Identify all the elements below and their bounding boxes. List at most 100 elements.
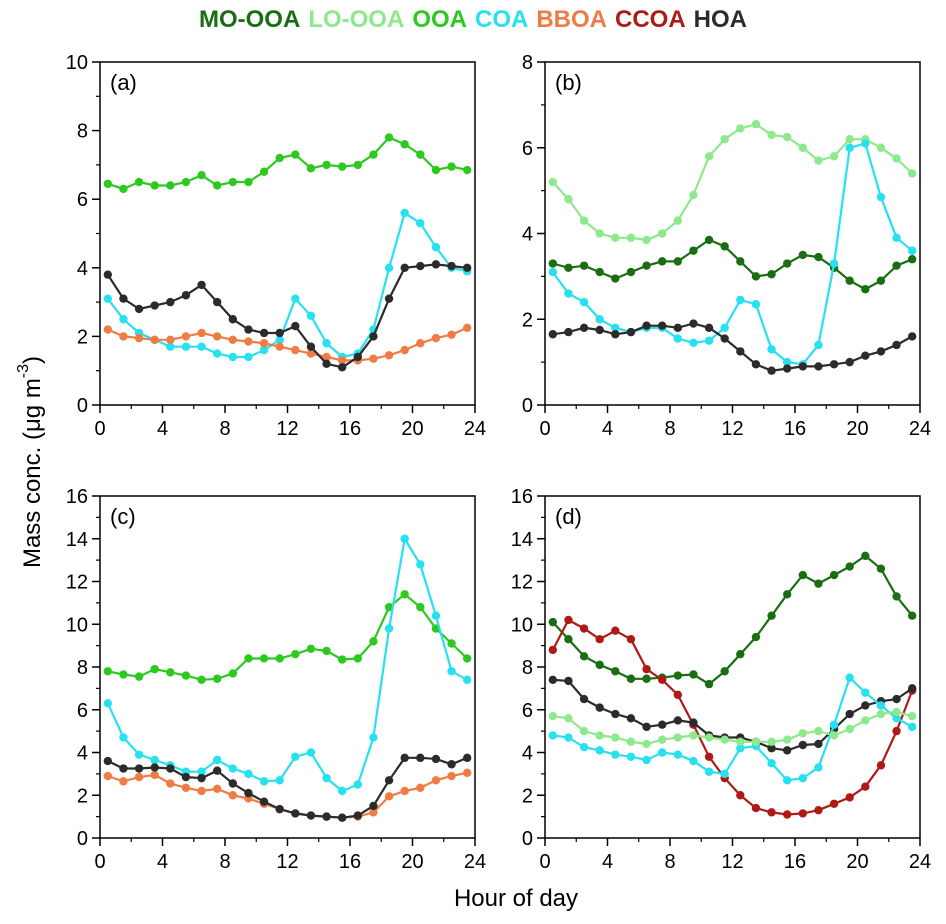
series-line xyxy=(551,123,913,242)
data-point xyxy=(579,216,589,225)
data-point xyxy=(907,722,917,732)
x-tick-label: 24 xyxy=(464,851,486,873)
x-tick-label: 0 xyxy=(539,851,550,873)
data-point xyxy=(353,811,363,820)
data-point xyxy=(228,352,238,362)
data-point xyxy=(767,744,776,753)
x-tick-label: 20 xyxy=(846,418,868,440)
data-point xyxy=(798,740,808,750)
data-point xyxy=(197,786,206,796)
plot-frame xyxy=(99,61,476,406)
data-point xyxy=(829,720,839,729)
series-bboa xyxy=(103,323,472,365)
y-tick-label: 0 xyxy=(77,395,88,417)
y-tick-label: 6 xyxy=(522,700,533,722)
data-point xyxy=(103,667,113,676)
data-point xyxy=(876,709,886,719)
data-point xyxy=(150,301,159,310)
data-point xyxy=(369,637,378,646)
data-point xyxy=(736,347,745,356)
data-point xyxy=(166,181,175,190)
y-tick-label: 2 xyxy=(522,309,533,331)
data-point xyxy=(259,777,269,786)
data-point xyxy=(829,360,839,369)
data-point xyxy=(384,133,394,142)
data-point xyxy=(447,261,456,271)
data-point xyxy=(212,297,222,307)
x-tick-label: 24 xyxy=(909,851,931,873)
y-tick-label: 10 xyxy=(66,614,88,636)
data-point xyxy=(228,669,238,678)
data-point xyxy=(166,335,175,345)
data-point xyxy=(611,233,620,242)
data-point xyxy=(291,150,300,159)
data-point xyxy=(720,242,729,251)
data-point xyxy=(384,263,394,272)
data-point xyxy=(579,323,589,333)
y-tick-label: 8 xyxy=(522,657,533,679)
data-point xyxy=(657,735,667,744)
data-point xyxy=(814,362,823,371)
data-point xyxy=(767,611,776,620)
data-point xyxy=(907,684,917,693)
data-point xyxy=(704,152,714,161)
data-point xyxy=(306,342,316,351)
data-point xyxy=(798,729,808,738)
data-point xyxy=(564,635,573,644)
data-point xyxy=(782,132,792,142)
data-point xyxy=(657,748,667,757)
data-point xyxy=(197,773,206,783)
data-point xyxy=(704,752,714,761)
data-point xyxy=(611,733,620,742)
data-point xyxy=(548,267,558,277)
data-point xyxy=(462,753,472,763)
data-point xyxy=(337,655,347,664)
data-point xyxy=(259,797,269,806)
y-tick-label: 2 xyxy=(77,326,88,348)
data-point xyxy=(892,261,901,270)
data-point xyxy=(611,626,620,635)
data-point xyxy=(845,143,854,152)
data-point xyxy=(736,744,745,753)
data-point xyxy=(447,771,456,781)
data-point xyxy=(306,811,316,820)
data-point xyxy=(595,267,604,277)
y-tick-label: 2 xyxy=(522,785,533,807)
legend-item-mo-ooa: MO-OOA xyxy=(198,6,301,33)
data-point xyxy=(845,793,854,802)
data-point xyxy=(876,143,886,152)
data-point xyxy=(798,773,808,783)
x-tick-label: 12 xyxy=(721,418,743,440)
data-point xyxy=(431,165,441,175)
data-point xyxy=(259,345,269,355)
data-point xyxy=(689,319,698,328)
data-point xyxy=(447,639,456,648)
data-point xyxy=(782,746,792,755)
x-tick-label: 12 xyxy=(721,851,743,873)
y-tick-label: 0 xyxy=(522,828,533,850)
data-point xyxy=(548,617,558,627)
data-point xyxy=(400,208,409,218)
data-point xyxy=(150,181,159,190)
data-point xyxy=(564,733,573,742)
data-point xyxy=(814,340,823,350)
data-point xyxy=(845,673,854,682)
y-tick-label: 12 xyxy=(66,572,88,594)
data-point xyxy=(181,332,191,341)
data-point xyxy=(626,635,636,644)
data-point xyxy=(384,776,394,785)
data-point xyxy=(626,674,636,683)
data-point xyxy=(447,162,456,171)
legend: MO-OOA LO-OOA OOA COA BBOA CCOA HOA xyxy=(0,6,946,34)
data-point xyxy=(657,257,667,266)
data-point xyxy=(689,246,698,255)
data-point xyxy=(150,770,159,780)
data-point xyxy=(736,257,745,266)
data-point xyxy=(767,808,776,817)
y-tick-label: 16 xyxy=(66,486,88,508)
data-point xyxy=(876,761,886,770)
data-point xyxy=(228,779,238,788)
data-point xyxy=(212,674,222,683)
data-point xyxy=(564,676,573,686)
